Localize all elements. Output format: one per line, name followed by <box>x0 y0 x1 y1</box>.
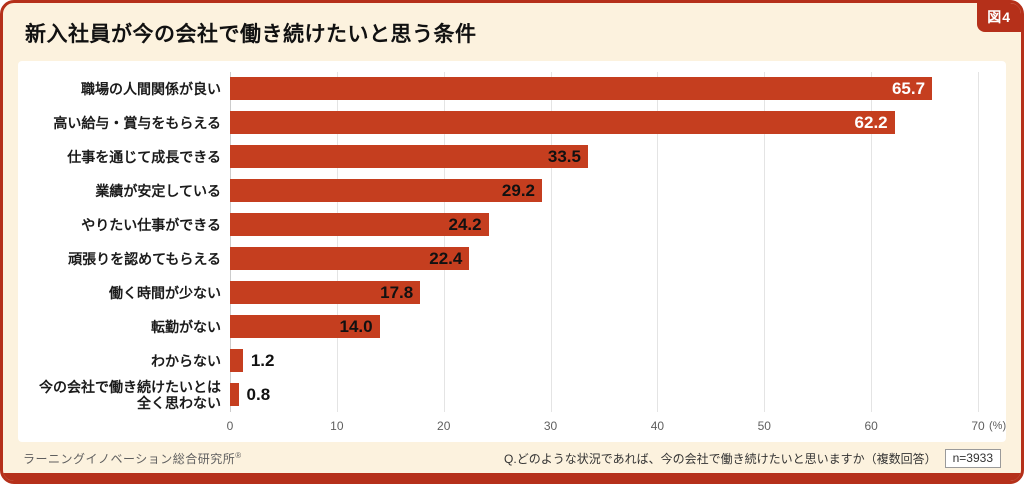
category-label: 仕事を通じて成長できる <box>67 148 221 165</box>
gridline <box>443 72 445 412</box>
footer: ラーニングイノベーション総合研究所® Q.どのような状況であれば、今の会社で働き… <box>23 449 1001 468</box>
chart-row: 62.2 <box>230 106 978 140</box>
bar-chart: 職場の人間関係が良い高い給与・賞与をもらえる仕事を通じて成長できる業績が安定して… <box>28 72 1006 438</box>
gridline <box>657 72 659 412</box>
sample-size-badge: n=3933 <box>944 449 1001 468</box>
bar: 14.0 <box>230 315 380 338</box>
gridline <box>550 72 552 412</box>
value-label: 14.0 <box>339 316 373 336</box>
axis-tick-label: 10 <box>330 419 344 433</box>
plot-area-wrap: 65.7 62.2 33.5 29.2 24.2 22.4 17.8 14.0 1.2 0.8 0… <box>226 72 1006 438</box>
value-label: 29.2 <box>501 180 536 200</box>
value-label: 1.2 <box>250 351 275 370</box>
chart-row: 1.2 <box>230 344 978 378</box>
axis-unit-label: (%) <box>989 420 1007 432</box>
chart-row: 65.7 <box>230 72 978 106</box>
x-axis: 0 10 20 30 40 50 60 70 (%) <box>226 412 1006 438</box>
bottom-accent-bar <box>3 473 1021 481</box>
gridline <box>871 72 873 412</box>
axis-tick-label: 50 <box>757 419 771 433</box>
bar: 62.2 <box>230 111 895 134</box>
bar: 29.2 <box>230 179 543 202</box>
value-label: 33.5 <box>547 146 581 166</box>
value-label: 22.4 <box>429 248 463 268</box>
category-label: 職場の人間関係が良い <box>81 80 221 97</box>
gridline <box>764 72 766 412</box>
category-label: 高い給与・賞与をもらえる <box>53 114 221 131</box>
chart-panel: 職場の人間関係が良い高い給与・賞与をもらえる仕事を通じて成長できる業績が安定して… <box>18 61 1006 442</box>
survey-question: Q.どのような状況であれば、今の会社で働き続けたいと思いますか（複数回答） <box>504 452 937 466</box>
category-label: 頑張りを認めてもらえる <box>68 250 221 267</box>
axis-tick-label: 40 <box>650 419 665 433</box>
value-label: 0.8 <box>246 385 271 404</box>
value-label: 65.7 <box>891 78 926 98</box>
bar <box>230 383 239 406</box>
category-label-column: 職場の人間関係が良い高い給与・賞与をもらえる仕事を通じて成長できる業績が安定して… <box>28 72 230 438</box>
chart-row: 24.2 <box>230 208 978 242</box>
bar: 22.4 <box>230 247 470 270</box>
axis-tick-label: 0 <box>226 419 234 433</box>
chart-row: 29.2 <box>230 174 978 208</box>
bar: 65.7 <box>230 77 933 100</box>
axis-tick-label: 20 <box>437 419 451 433</box>
category-label: やりたい仕事ができる <box>81 216 221 233</box>
bar <box>230 349 243 372</box>
gridline <box>336 72 338 412</box>
axis-tick-label: 60 <box>864 419 878 433</box>
bar: 24.2 <box>230 213 489 236</box>
bar: 17.8 <box>230 281 421 304</box>
chart-row: 22.4 <box>230 242 978 276</box>
gridline <box>230 72 231 412</box>
chart-row: 17.8 <box>230 276 978 310</box>
category-label: 業績が安定している <box>95 182 221 199</box>
bar: 33.5 <box>230 145 588 168</box>
value-label: 24.2 <box>448 214 482 234</box>
survey-note: Q.どのような状況であれば、今の会社で働き続けたいと思いますか（複数回答） n=… <box>504 449 1001 468</box>
source-text: ラーニングイノベーション総合研究所 <box>23 452 236 466</box>
chart-row: 0.8 <box>230 378 978 412</box>
gridline <box>978 72 979 412</box>
plot-area: 65.7 62.2 33.5 29.2 24.2 22.4 17.8 14.0 1.2 0.8 <box>230 72 979 412</box>
chart-row: 14.0 <box>230 310 978 344</box>
figure-number-badge: 図4 <box>977 3 1021 32</box>
value-label: 17.8 <box>380 282 414 302</box>
category-label: 転勤がない <box>151 318 221 335</box>
chart-row: 33.5 <box>230 140 978 174</box>
registered-mark: ® <box>235 451 242 460</box>
page-title: 新入社員が今の会社で働き続けたいと思う条件 <box>25 23 477 46</box>
axis-tick-label: 70 <box>971 419 985 433</box>
category-label: 働く時間が少ない <box>109 284 221 301</box>
value-label: 62.2 <box>854 112 888 132</box>
axis-tick-label: 30 <box>543 419 558 433</box>
category-label: 今の会社で働き続けたいとは 全く思わない <box>39 378 221 411</box>
source-credit: ラーニングイノベーション総合研究所® <box>23 450 242 467</box>
category-label: わからない <box>151 352 221 369</box>
